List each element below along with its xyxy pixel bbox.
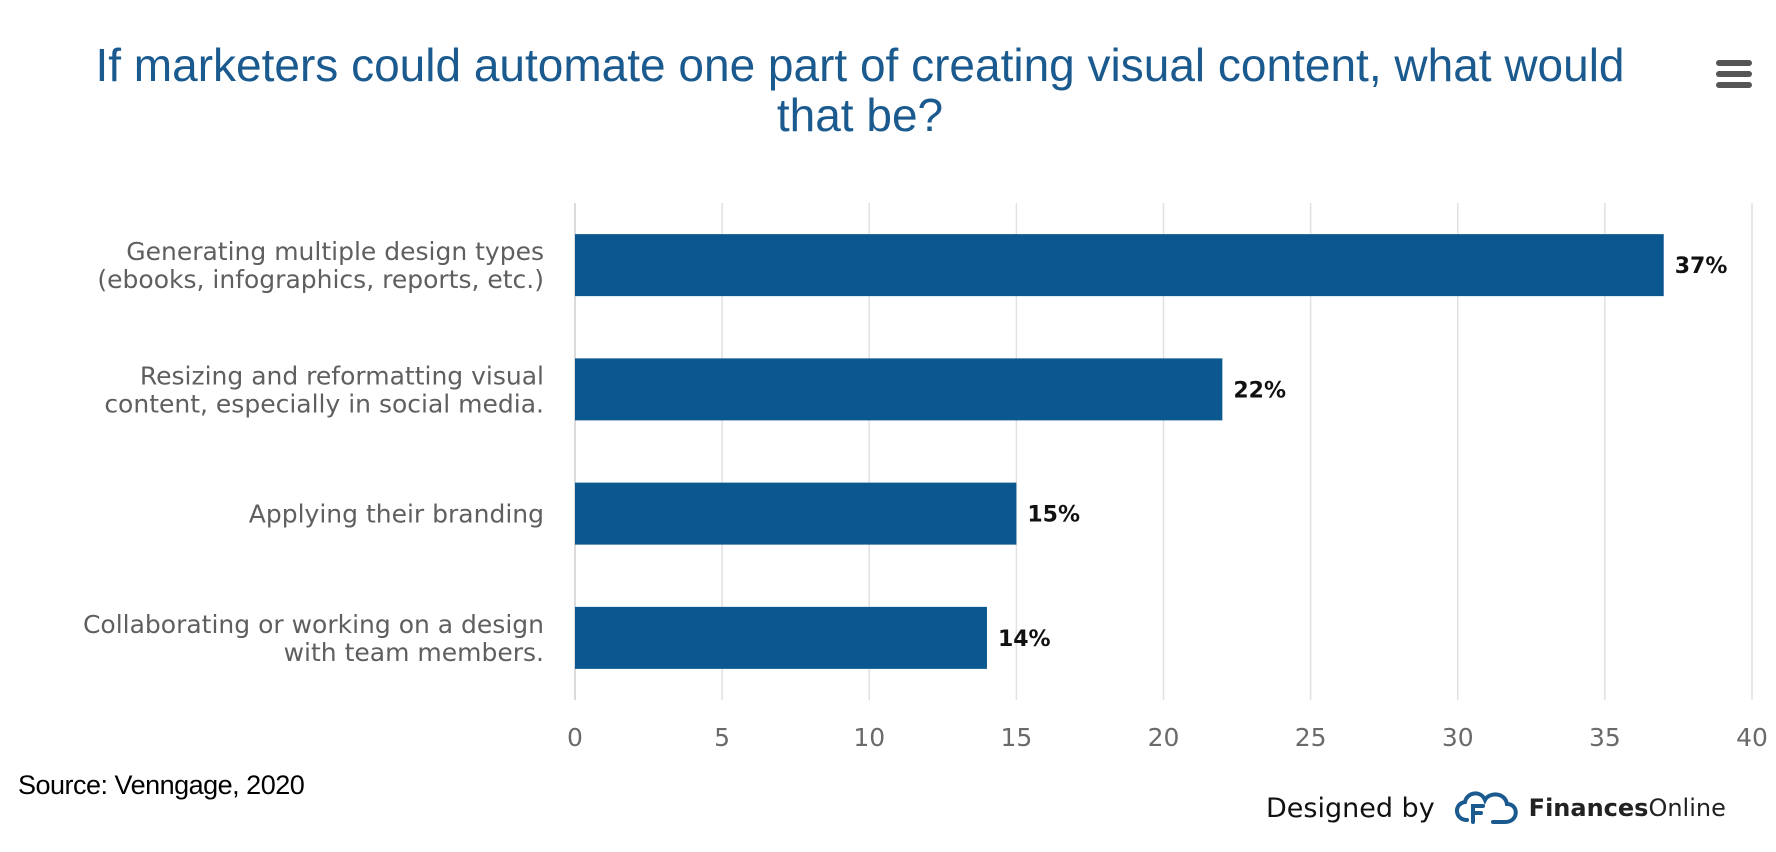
bar [575,606,987,669]
bar [575,234,1664,297]
category-label: Generating multiple design types (ebooks,… [97,237,544,294]
x-tick-label: 10 [853,723,885,752]
x-tick-label: 0 [567,723,583,752]
category-label-line: (ebooks, infographics, reports, etc.) [97,265,544,294]
category-label-line: Resizing and reformatting visual [140,361,544,390]
category-label-line: Collaborating or working on a design [83,610,544,639]
x-tick-label: 30 [1442,723,1474,752]
x-tick-label: 15 [1000,723,1032,752]
x-tick-label: 20 [1148,723,1180,752]
data-label: 37% [1675,254,1728,279]
data-label: 15% [1027,503,1080,528]
data-label: 22% [1233,378,1286,403]
menu-bar [1716,60,1752,66]
bar-chart: 37% Generating multiple design types (eboo… [83,203,1768,752]
menu-bar [1716,71,1752,77]
hamburger-menu-icon[interactable] [1716,60,1752,90]
x-tick-label: 35 [1589,723,1621,752]
category-label: Resizing and reformatting visual content,… [104,361,544,418]
data-label: 14% [998,627,1051,652]
chart-title: If marketers could automate one part of … [95,39,1625,141]
bar [575,358,1223,421]
x-tick-label: 5 [714,723,730,752]
category-label-line: Generating multiple design types [126,237,544,266]
category-label: Collaborating or working on a design with… [83,610,544,667]
brand-name: FinancesOnline [1529,794,1726,822]
brand-name-bold: Finances [1528,794,1649,822]
source-note: Source: Venngage, 2020 [18,770,305,800]
menu-bar [1716,82,1752,88]
credit-prefix: Designed by [1266,792,1435,824]
brand-name-rest: Online [1648,794,1726,822]
financesonline-logo-icon [1454,791,1518,824]
designed-by-credit: Designed by FinancesOnline [1266,786,1726,830]
category-label-line: with team members. [284,638,544,667]
bar [575,482,1017,545]
category-label-line: content, especially in social media. [104,389,544,418]
category-label-line: Applying their branding [249,500,544,529]
category-label: Applying their branding [249,500,544,529]
x-tick-label: 40 [1736,723,1768,752]
x-tick-label: 25 [1295,723,1327,752]
